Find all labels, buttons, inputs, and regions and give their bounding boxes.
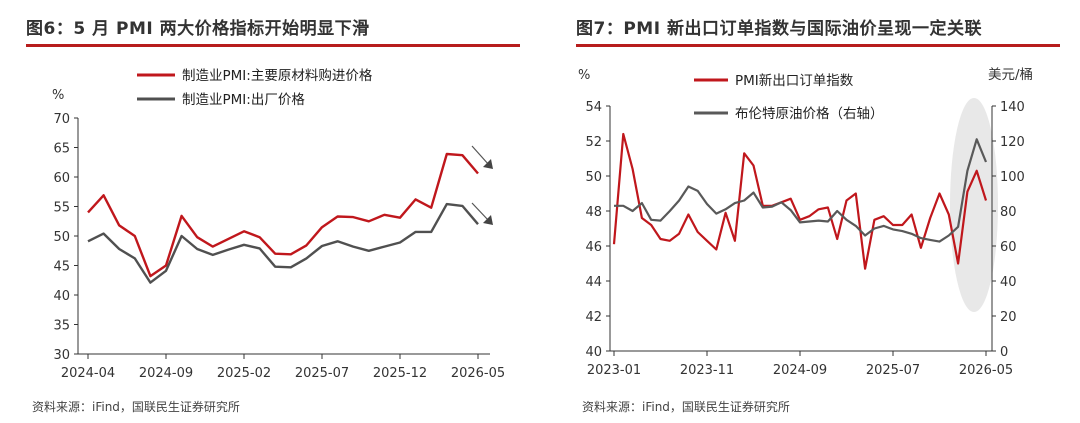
trend-arrow-head — [483, 215, 493, 225]
figure-7-source: 资料来源：iFind，国联民生证券研究所 — [582, 400, 790, 414]
x-tick-label: 2026-05 — [451, 366, 505, 381]
y-tick-label: 45 — [53, 260, 70, 275]
y-right-tick-label: 60 — [1000, 240, 1017, 255]
series-line-1 — [612, 132, 988, 270]
x-tick-label: 2024-04 — [61, 366, 115, 381]
figure-6-chart: % 30 35 40 45 50 55 60 65 70 2024-04 2024-09 2025-02… — [52, 68, 505, 381]
y-right-tick-label: 20 — [1000, 310, 1017, 325]
y-axis-label: % — [52, 88, 64, 103]
legend-label-1: 制造业PMI:主要原材料购进价格 — [182, 68, 373, 84]
x-tick-label: 2024-09 — [139, 366, 193, 381]
chart-panel-figure-7: 图7：PMI 新出口订单指数与国际油价呈现一定关联 % 美元/桶 40 42 44 46 4… — [550, 0, 1080, 423]
y-left-tick-label: 40 — [585, 345, 602, 360]
y-tick-label: 40 — [53, 289, 70, 304]
y-left-tick-label: 46 — [585, 240, 602, 255]
y-right-tick-label: 80 — [1000, 205, 1017, 220]
x-tick-label: 2025-12 — [373, 366, 427, 381]
x-tick-label: 2026-05 — [959, 363, 1013, 378]
y-left-tick-label: 48 — [585, 205, 602, 220]
chart-panel-figure-6: 图6：5 月 PMI 两大价格指标开始明显下滑 % 30 35 40 45 50 55 60 6… — [0, 0, 530, 423]
y-left-tick-label: 52 — [585, 135, 602, 150]
y-tick-label: 30 — [53, 348, 70, 363]
y-tick-label: 50 — [53, 230, 70, 245]
figure-6-source: 资料来源：iFind，国联民生证券研究所 — [32, 400, 240, 414]
series-line-1 — [87, 152, 479, 278]
y-tick-label: 60 — [53, 171, 70, 186]
y-left-tick-label: 42 — [585, 310, 602, 325]
series-line-2 — [614, 138, 988, 243]
y-left-tick-label: 50 — [585, 170, 602, 185]
x-tick-label: 2024-09 — [773, 363, 827, 378]
x-tick-label: 2023-11 — [680, 363, 734, 378]
y-right-tick-label: 40 — [1000, 275, 1017, 290]
figure-6-title: 图6：5 月 PMI 两大价格指标开始明显下滑 — [26, 19, 370, 39]
figure-7-title-rule — [576, 44, 1060, 47]
y-tick-label: 70 — [53, 112, 70, 127]
trend-arrow-line — [471, 202, 490, 222]
legend-label-2: 布伦特原油价格（右轴） — [735, 106, 884, 122]
y-left-tick-label: 44 — [585, 275, 602, 290]
legend-label-1: PMI新出口订单指数 — [735, 73, 854, 89]
y-axis-left-label: % — [578, 68, 590, 83]
y-tick-label: 55 — [53, 201, 70, 216]
trend-arrow-head — [483, 159, 493, 169]
legend-label-2: 制造业PMI:出厂价格 — [182, 92, 305, 108]
y-left-tick-label: 54 — [585, 100, 602, 115]
trend-arrow-line — [471, 145, 490, 166]
y-axis-right-label: 美元/桶 — [988, 67, 1033, 83]
x-tick-label: 2025-07 — [866, 363, 920, 378]
figure-7-title: 图7：PMI 新出口订单指数与国际油价呈现一定关联 — [576, 19, 982, 39]
figure-6-title-rule — [26, 44, 520, 47]
y-tick-label: 65 — [53, 142, 70, 157]
x-tick-label: 2023-01 — [587, 363, 641, 378]
highlight-region — [950, 98, 998, 312]
y-right-tick-label: 140 — [1000, 100, 1025, 115]
series-line-2 — [87, 202, 479, 284]
y-right-tick-label: 100 — [1000, 170, 1025, 185]
y-tick-label: 35 — [53, 319, 70, 334]
x-tick-label: 2025-07 — [295, 366, 349, 381]
figure-7-chart: % 美元/桶 40 42 44 46 48 50 52 54 0 20 40 60 80 100 120 140 2… — [578, 67, 1033, 378]
y-right-tick-label: 120 — [1000, 135, 1025, 150]
x-tick-label: 2025-02 — [217, 366, 271, 381]
y-right-tick-label: 0 — [1000, 345, 1008, 360]
